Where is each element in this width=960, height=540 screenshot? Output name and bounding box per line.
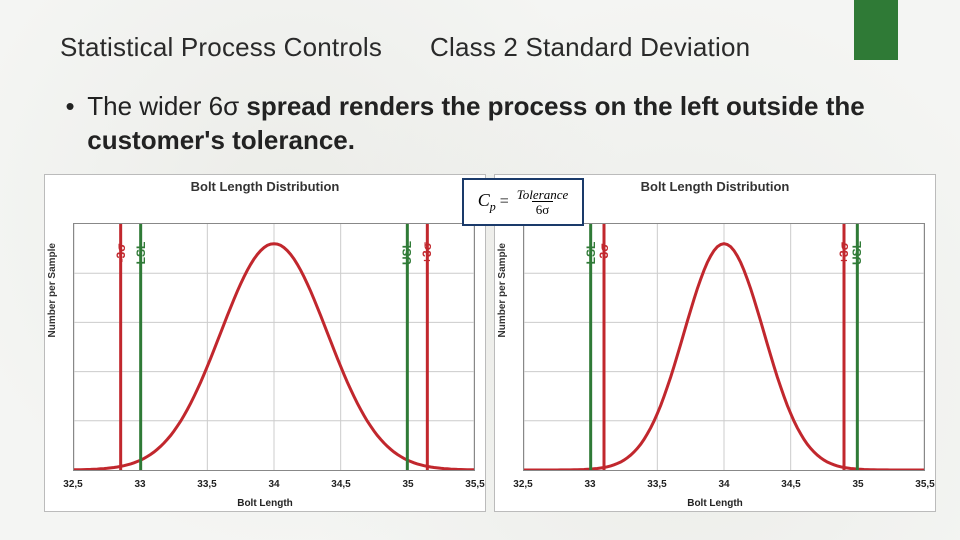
formula-fraction: Tolerance 6σ bbox=[517, 188, 569, 216]
x-tick: 33 bbox=[134, 479, 145, 490]
x-tick: 34 bbox=[268, 479, 279, 490]
x-axis-label: Bolt Length bbox=[495, 498, 935, 509]
x-tick: 34 bbox=[718, 479, 729, 490]
header-right: Class 2 Standard Deviation bbox=[430, 32, 750, 63]
x-tick: 33 bbox=[584, 479, 595, 490]
header-left: Statistical Process Controls bbox=[60, 32, 430, 63]
slide-header: Statistical Process Controls Class 2 Sta… bbox=[60, 32, 920, 63]
x-tick: 34,5 bbox=[331, 479, 350, 490]
x-tick: 34,5 bbox=[781, 479, 800, 490]
x-axis-ticks: 32,53333,53434,53535,5 bbox=[73, 479, 475, 493]
bullet-dot: • bbox=[60, 90, 80, 124]
formula-numerator: Tolerance bbox=[517, 188, 569, 201]
x-tick: 35,5 bbox=[465, 479, 484, 490]
x-tick: 32,5 bbox=[63, 479, 82, 490]
x-tick: 33,5 bbox=[197, 479, 216, 490]
x-tick: 35 bbox=[402, 479, 413, 490]
x-tick: 32,5 bbox=[513, 479, 532, 490]
cp-formula: Cp = Tolerance 6σ bbox=[462, 178, 584, 226]
formula-eq: = bbox=[496, 193, 513, 211]
chart-title: Bolt Length Distribution bbox=[45, 179, 485, 194]
formula-lhs: Cp bbox=[478, 190, 496, 215]
y-axis-label: Number per Sample bbox=[497, 243, 508, 337]
x-axis-ticks: 32,53333,53434,53535,5 bbox=[523, 479, 925, 493]
y-axis-label: Number per Sample bbox=[47, 243, 58, 337]
bullet-pre: The wider 6σ bbox=[87, 91, 246, 121]
chart-left: Bolt Length Distribution Number per Samp… bbox=[44, 174, 486, 512]
plot-area: LSLUSL-3σ+3σ bbox=[73, 223, 475, 471]
formula-denominator: 6σ bbox=[532, 201, 554, 216]
x-tick: 35,5 bbox=[915, 479, 934, 490]
bullet-content: The wider 6σ spread renders the process … bbox=[87, 90, 897, 158]
plot-area: LSLUSL-3σ+3σ bbox=[523, 223, 925, 471]
x-tick: 33,5 bbox=[647, 479, 666, 490]
x-tick: 35 bbox=[852, 479, 863, 490]
x-axis-label: Bolt Length bbox=[45, 498, 485, 509]
bullet-text: • The wider 6σ spread renders the proces… bbox=[60, 90, 900, 158]
